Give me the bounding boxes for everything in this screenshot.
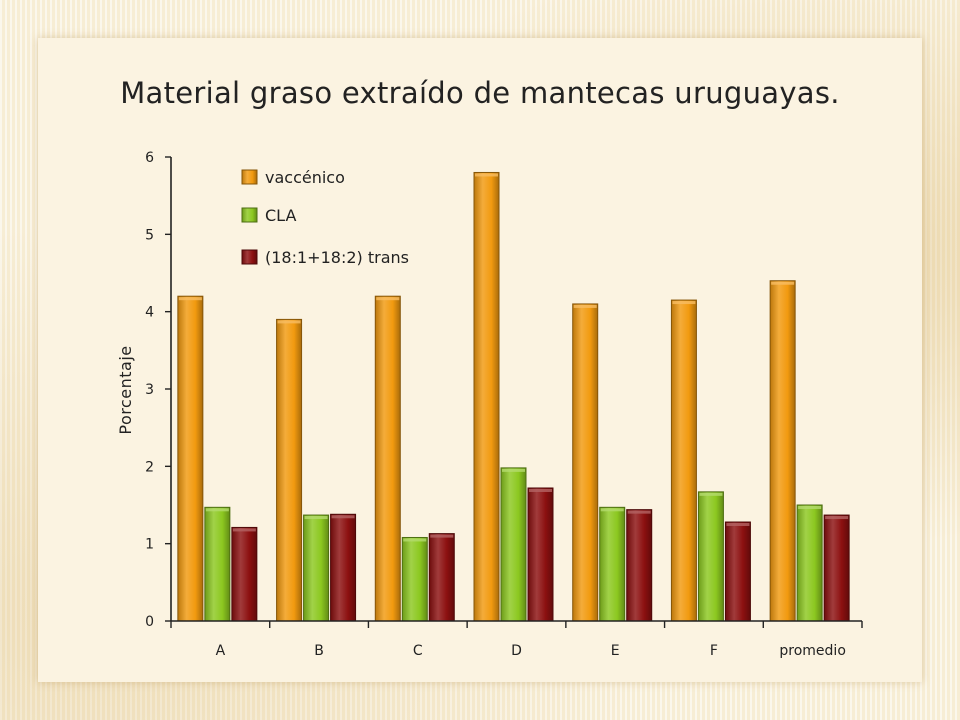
bar-top-2-3 xyxy=(529,488,552,492)
bar-top-1-1 xyxy=(304,516,328,520)
y-tick-label: 5 xyxy=(145,227,154,243)
bar-0-1 xyxy=(276,318,303,622)
legend-swatch-0 xyxy=(241,169,258,185)
bar-top-1-2 xyxy=(403,538,427,542)
bar-top-0-6 xyxy=(771,281,795,285)
bar-2-2 xyxy=(428,533,455,622)
bar-top-1-5 xyxy=(699,492,723,496)
bar-top-1-3 xyxy=(502,468,525,472)
x-tick-label: A xyxy=(216,643,226,659)
chart-title: Material graso extraído de mantecas urug… xyxy=(120,76,840,110)
bar-2-4 xyxy=(626,509,653,622)
bar-2-6 xyxy=(823,514,850,622)
y-tick-label: 2 xyxy=(145,459,154,475)
bar-top-0-5 xyxy=(672,301,696,305)
bar-1-4 xyxy=(599,506,626,622)
bar-top-2-5 xyxy=(726,523,750,527)
legend-swatch-1 xyxy=(241,207,258,223)
x-tick-label: E xyxy=(611,643,620,659)
x-tick-label: promedio xyxy=(779,643,846,659)
legend-label-2: (18:1+18:2) trans xyxy=(265,248,409,267)
bar-top-2-4 xyxy=(627,510,651,514)
bar-top-2-2 xyxy=(430,534,454,538)
bar-2-3 xyxy=(527,487,554,622)
bar-0-0 xyxy=(177,295,204,622)
bar-1-3 xyxy=(500,467,527,622)
bar-top-1-6 xyxy=(798,506,822,509)
legend-label-1: CLA xyxy=(265,206,296,225)
bar-0-4 xyxy=(572,303,599,622)
bar-0-5 xyxy=(670,299,697,622)
bar-top-0-1 xyxy=(277,320,301,324)
bar-1-0 xyxy=(204,506,231,622)
bar-2-0 xyxy=(231,526,258,622)
x-tick-label: D xyxy=(511,643,522,659)
bar-top-1-0 xyxy=(205,508,229,512)
y-tick-label: 4 xyxy=(145,305,154,321)
y-axis-title: Porcentaje xyxy=(116,345,135,434)
legend-label-0: vaccénico xyxy=(265,168,345,187)
bar-2-1 xyxy=(330,513,357,622)
bar-top-2-6 xyxy=(825,516,849,520)
legend: vaccénico CLA (18:1+18:2) trans xyxy=(241,168,409,267)
bar-1-6 xyxy=(796,504,823,622)
bar-1-2 xyxy=(401,536,428,622)
bar-0-6 xyxy=(769,280,796,622)
x-tick-label: F xyxy=(710,643,718,659)
bar-top-0-0 xyxy=(178,297,202,301)
bar-1-1 xyxy=(303,514,330,622)
y-tick-label: 1 xyxy=(145,537,154,553)
legend-swatch-2 xyxy=(241,249,258,265)
bar-top-2-1 xyxy=(331,515,355,519)
x-tick-label: C xyxy=(413,643,423,659)
bar-top-0-3 xyxy=(475,173,498,177)
bar-top-0-4 xyxy=(573,304,597,308)
bar-0-3 xyxy=(473,171,500,622)
bar-top-0-2 xyxy=(376,297,400,301)
bar-top-1-4 xyxy=(600,508,624,512)
y-tick-label: 3 xyxy=(145,382,154,398)
bar-0-2 xyxy=(374,295,401,622)
bars-group xyxy=(177,171,850,622)
y-tick-label: 6 xyxy=(145,150,154,166)
bar-top-2-0 xyxy=(232,528,256,532)
bar-1-5 xyxy=(697,491,724,622)
bar-2-5 xyxy=(724,521,751,622)
x-tick-label: B xyxy=(314,643,324,659)
y-tick-label: 0 xyxy=(145,614,154,630)
